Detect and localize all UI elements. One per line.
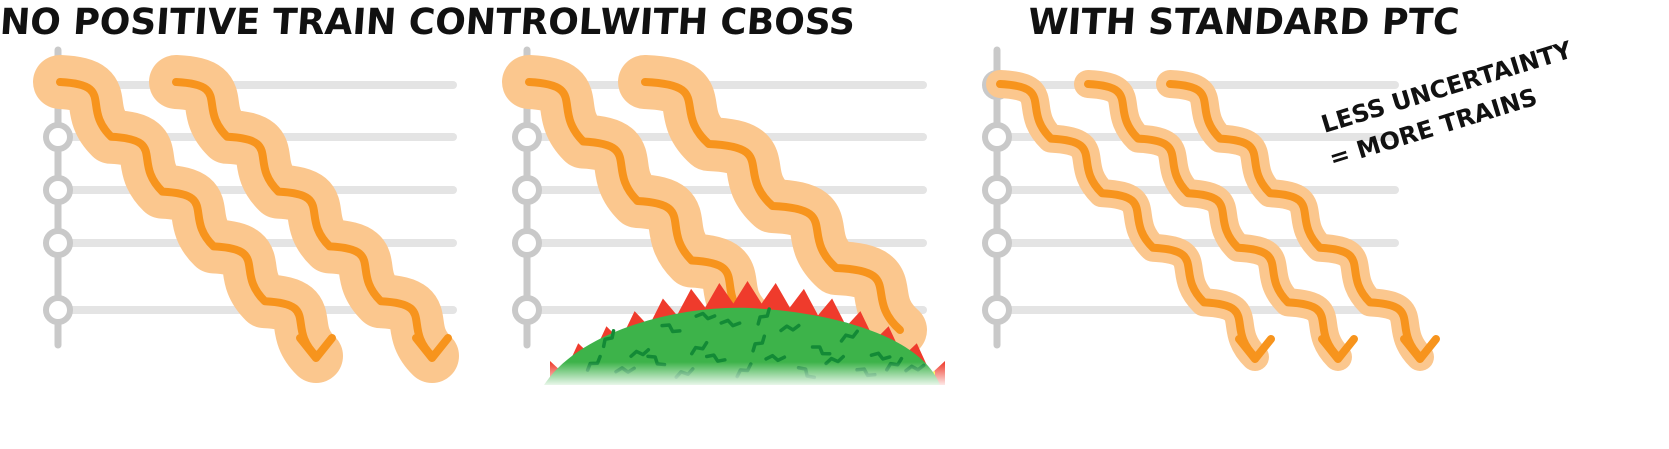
money-bill	[779, 323, 801, 333]
diagram-cboss	[502, 46, 950, 388]
money-fire-icon	[540, 281, 950, 388]
money-bill	[756, 307, 771, 326]
station-node	[512, 295, 542, 325]
station-node	[982, 175, 1012, 205]
money-bill	[694, 311, 717, 321]
arrow-head-icon	[1235, 335, 1275, 363]
train-path	[1166, 80, 1424, 361]
money-bill	[660, 323, 682, 334]
train-2	[149, 55, 459, 383]
train-path	[172, 78, 436, 360]
train-path	[641, 78, 904, 334]
panel-cboss: WITH CBOSS	[500, 0, 1040, 449]
train-path	[56, 78, 320, 360]
fade-overlay	[540, 362, 950, 388]
station-node	[512, 122, 542, 152]
station-node	[512, 175, 542, 205]
money-bill	[751, 334, 767, 353]
money-bill	[690, 340, 709, 356]
train-2	[618, 55, 927, 357]
train-path	[996, 80, 1259, 361]
station-node	[512, 228, 542, 258]
money-bill	[839, 329, 859, 343]
train-1	[986, 70, 1275, 371]
money-bill	[869, 351, 892, 361]
diagram-standard-ptc	[982, 46, 1440, 371]
money-bill	[601, 329, 616, 349]
diagram-no-ptc	[33, 46, 459, 383]
money-bill	[764, 353, 787, 363]
panel-standard-ptc: WITH STANDARD PTC LESS UNCERTAINTY = MOR…	[982, 0, 1575, 449]
money-bill	[824, 354, 846, 366]
train-1	[33, 55, 343, 383]
money-bill	[719, 318, 742, 328]
arrow-head-icon	[1400, 335, 1440, 363]
arrow-head-icon	[412, 334, 452, 362]
train-path	[1084, 80, 1342, 361]
money-bill	[704, 353, 727, 363]
train-path	[525, 78, 750, 324]
money-bill	[629, 348, 651, 359]
station-node	[982, 228, 1012, 258]
arrow-head-icon	[296, 334, 336, 362]
arrow-head-icon	[1318, 335, 1358, 363]
station-node	[43, 295, 73, 325]
panel-no-ptc: NO POSITIVE TRAIN CONTROL	[0, 0, 603, 449]
station-node	[43, 122, 73, 152]
station-node	[43, 228, 73, 258]
money-bill	[810, 345, 832, 356]
train-1	[502, 55, 773, 347]
station-node	[43, 175, 73, 205]
train-2	[1074, 70, 1358, 371]
station-node	[982, 122, 1012, 152]
station-node	[982, 295, 1012, 325]
train-3	[1156, 70, 1440, 371]
